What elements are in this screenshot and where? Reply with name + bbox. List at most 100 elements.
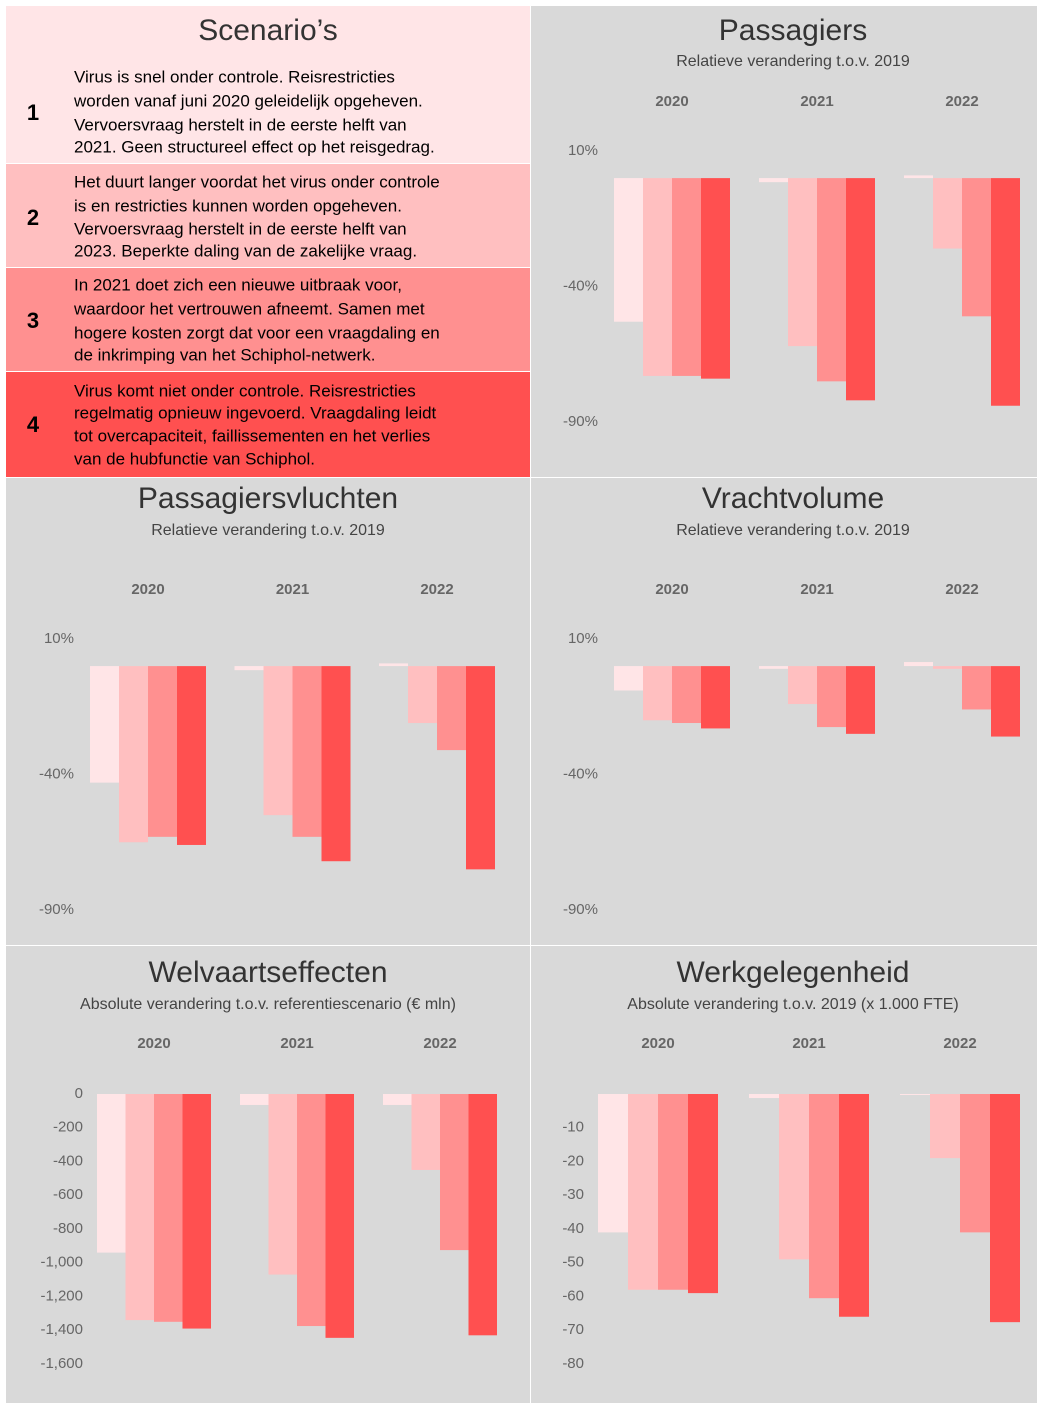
scenario-text: Vervoersvraag herstelt in de eerste helf… — [74, 115, 407, 134]
x-category-label: 2022 — [943, 1035, 976, 1052]
bar — [779, 1094, 809, 1260]
bar — [177, 666, 206, 845]
scenario-row — [6, 268, 530, 371]
bar — [321, 666, 351, 862]
scenario-title: Scenario’s — [198, 14, 338, 47]
scenario-text: Virus is snel onder controle. Reisrestri… — [74, 67, 395, 86]
bar — [240, 1094, 269, 1105]
y-tick-label: -40% — [563, 277, 598, 294]
bar — [125, 1094, 154, 1321]
bar — [379, 663, 408, 667]
x-category-label: 2022 — [420, 581, 453, 598]
bar — [325, 1094, 354, 1338]
bar — [90, 666, 119, 783]
scenario-number: 4 — [27, 412, 40, 437]
chart-title: Passagiersvluchten — [138, 482, 398, 515]
scenario-text: tot overcapaciteit, faillissementen en h… — [74, 426, 430, 445]
chart-subtitle: Relatieve verandering t.o.v. 2019 — [151, 522, 385, 539]
y-tick-label: -80 — [562, 1355, 584, 1372]
scenario-row — [6, 372, 530, 477]
bar — [817, 666, 846, 728]
x-category-label: 2020 — [137, 1035, 170, 1052]
y-tick-label: -30 — [562, 1186, 584, 1203]
bar — [643, 666, 672, 721]
bar — [839, 1094, 869, 1317]
bar — [437, 666, 466, 751]
scenario-text: is en restricties kunnen worden opgeheve… — [74, 196, 402, 215]
y-tick-label: -90% — [39, 901, 74, 918]
y-tick-label: -90% — [563, 901, 598, 918]
x-category-label: 2021 — [276, 581, 309, 598]
bar — [468, 1094, 497, 1336]
bar — [672, 178, 701, 376]
x-category-label: 2022 — [945, 93, 978, 110]
x-category-label: 2022 — [423, 1035, 456, 1052]
y-tick-label: -1,000 — [40, 1254, 83, 1271]
bar — [962, 666, 991, 710]
x-category-label: 2021 — [800, 93, 833, 110]
y-tick-label: -600 — [53, 1186, 83, 1203]
bar — [960, 1094, 990, 1233]
scenario-text: Virus komt niet onder controle. Reisrest… — [74, 381, 416, 400]
scenario-text: van de hubfunctie van Schiphol. — [74, 449, 315, 468]
y-tick-label: -10 — [562, 1119, 584, 1136]
scenario-text: worden vanaf juni 2020 geleidelijk opgeh… — [73, 91, 423, 110]
chart-subtitle: Relatieve verandering t.o.v. 2019 — [676, 522, 910, 539]
bar — [97, 1094, 126, 1253]
bar — [643, 178, 672, 376]
x-category-label: 2020 — [641, 1035, 674, 1052]
y-tick-label: -1,600 — [40, 1355, 83, 1372]
bar — [614, 666, 643, 691]
bar — [788, 178, 817, 347]
bar — [846, 666, 875, 734]
y-tick-label: -1,400 — [40, 1321, 83, 1338]
y-tick-label: -400 — [53, 1152, 83, 1169]
x-category-label: 2020 — [131, 581, 164, 598]
y-tick-label: -60 — [562, 1287, 584, 1304]
bar — [182, 1094, 211, 1329]
bar — [297, 1094, 326, 1327]
scenario-text: 2023. Beperkte daling van de zakelijke v… — [74, 241, 417, 260]
scenario-text: 2021. Geen structureel effect op het rei… — [74, 137, 435, 156]
chart-subtitle: Absolute verandering t.o.v. referentiesc… — [80, 996, 456, 1013]
y-tick-label: -200 — [53, 1119, 83, 1136]
chart-title: Passagiers — [719, 14, 867, 47]
scenario-number: 3 — [27, 308, 39, 333]
scenario-text: Het duurt langer voordat het virus onder… — [74, 172, 440, 191]
chart-subtitle: Absolute verandering t.o.v. 2019 (x 1.00… — [627, 996, 958, 1013]
x-category-label: 2021 — [280, 1035, 313, 1052]
bar — [234, 666, 264, 671]
bar — [759, 178, 788, 183]
bar — [408, 666, 437, 724]
scenario-row — [6, 164, 530, 267]
bar — [292, 666, 322, 837]
bar — [930, 1094, 960, 1159]
bar — [614, 178, 643, 322]
bar — [962, 178, 991, 317]
scenario-text: de inkrimping van het Schiphol-netwerk. — [74, 345, 375, 364]
chart-title: Werkgelegenheid — [677, 956, 910, 989]
chart-subtitle: Relatieve verandering t.o.v. 2019 — [676, 53, 910, 70]
chart-title: Vrachtvolume — [702, 482, 884, 515]
scenario-row — [6, 6, 530, 163]
scenario-number: 2 — [27, 205, 39, 230]
bar — [749, 1094, 779, 1099]
bar — [383, 1094, 412, 1105]
y-tick-label: 10% — [568, 142, 598, 159]
bar — [817, 178, 846, 382]
chart-background — [531, 478, 1037, 945]
bar — [411, 1094, 440, 1170]
x-category-label: 2020 — [655, 93, 688, 110]
y-tick-label: -50 — [562, 1254, 584, 1271]
bar — [148, 666, 177, 837]
y-tick-label: -70 — [562, 1321, 584, 1338]
scenario-text: regelmatig opnieuw ingevoerd. Vraagdalin… — [74, 403, 437, 422]
bar — [904, 175, 933, 179]
bar — [759, 666, 788, 669]
scenario-text: Vervoersvraag herstelt in de eerste helf… — [74, 219, 407, 238]
scenario-text: hogere kosten zorgt dat voor een vraagda… — [74, 323, 440, 342]
bar — [268, 1094, 297, 1275]
y-tick-label: 10% — [568, 630, 598, 647]
y-tick-label: -20 — [562, 1152, 584, 1169]
